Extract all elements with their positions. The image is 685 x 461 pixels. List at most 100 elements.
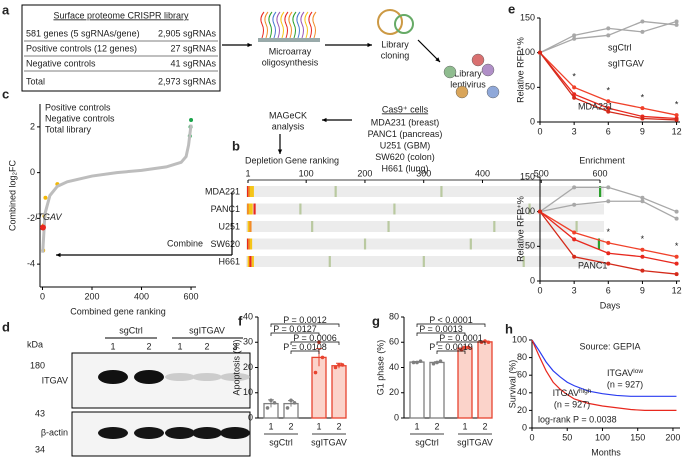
rank-hit (422, 256, 425, 267)
y-tick-label: 100 (520, 47, 535, 57)
x-tick-label: 400 (134, 291, 149, 301)
oligo (312, 11, 317, 39)
y-tick-label: 80 (389, 311, 399, 321)
point (640, 29, 645, 34)
p-value: P = 0.0001 (439, 333, 483, 343)
x-tick-label: 1 (316, 421, 321, 431)
legend-entry: Total library (45, 124, 92, 134)
rank-hit (247, 221, 250, 232)
rank-hit (493, 221, 496, 232)
rank-hit (387, 221, 390, 232)
replicate (415, 360, 419, 365)
panel-label: h (505, 321, 513, 336)
point (572, 230, 577, 235)
series-line (531, 339, 677, 397)
oligo (292, 11, 297, 39)
plasmid (394, 14, 414, 34)
y-tick-label: 60 (389, 337, 399, 347)
marker: 43 (35, 408, 45, 418)
band (134, 427, 164, 439)
workflow-step: Microarray (269, 46, 312, 56)
table-cell: 581 genes (5 sgRNAs/gene) (26, 28, 140, 38)
analysis: analysis (272, 121, 305, 131)
cell-line: SW620 (colon) (375, 152, 435, 162)
point (674, 261, 679, 266)
virus (443, 65, 457, 79)
x-tick-label: 6 (606, 285, 611, 295)
rank-tick-label: 300 (416, 168, 431, 178)
x-tick-label: 0 (537, 126, 542, 136)
rank-hit (311, 221, 314, 232)
y-tick-label: 60 (517, 370, 527, 380)
y-tick-label: 20 (389, 387, 399, 397)
rank-hit (522, 256, 525, 267)
table-cell: 2,905 sgRNAs (158, 28, 217, 38)
row-label: SW620 (210, 239, 240, 249)
rank-hit (393, 203, 396, 215)
x-tick-label: 0 (529, 432, 534, 442)
table-title: Surface proteome CRISPR library (53, 10, 189, 20)
rank-hit (248, 203, 251, 215)
y-tick-label: 0 (530, 275, 535, 285)
x-tick-label: 1 (462, 421, 467, 431)
marker: 34 (35, 444, 45, 454)
table-cell: 27 sgRNAs (170, 43, 216, 53)
cell-line: U251 (GBM) (380, 140, 431, 150)
virus (471, 53, 485, 67)
oligo (268, 11, 273, 39)
rank-hit (248, 186, 251, 197)
rank-hit (250, 203, 253, 215)
bracket (270, 323, 340, 327)
significance: * (675, 99, 679, 109)
point (538, 209, 542, 214)
rank-hit (328, 256, 331, 267)
rank-hit (575, 221, 578, 232)
row-label: H661 (218, 256, 240, 266)
x-tick-label: 6 (606, 126, 611, 136)
lane-label: 1 (110, 341, 115, 351)
p-value: P = 0.0019 (429, 342, 473, 352)
rank-row (246, 256, 604, 267)
band (165, 427, 195, 439)
band (192, 427, 222, 439)
point (572, 95, 577, 100)
y-tick-label: 40 (517, 387, 527, 397)
x-tick-label: 200 (84, 291, 99, 301)
plasmid (377, 9, 403, 35)
legend-entry: sgITGAV (608, 58, 644, 68)
band (192, 373, 222, 381)
point (640, 254, 645, 259)
array (258, 38, 320, 42)
panel-label: b (232, 138, 240, 153)
table-cell: 2,973 sgRNAs (158, 76, 217, 86)
p-value: P = 0.0012 (283, 315, 327, 325)
table-cell: 41 sgRNAs (170, 58, 216, 68)
replicate (337, 363, 341, 367)
workflow-step: Library (454, 68, 482, 78)
b-title: Gene ranking (285, 155, 339, 165)
group-label: sgCtrl (415, 437, 439, 447)
b-left: Depletion (245, 155, 283, 165)
y-tick-label: 100 (512, 334, 527, 344)
p-value: P < 0.0001 (429, 315, 473, 325)
point (674, 209, 679, 214)
group-label: sgCtrl (269, 437, 293, 447)
point (572, 33, 577, 38)
rank-row (246, 238, 604, 250)
y-tick-label: 40 (243, 311, 253, 321)
panel-label: c (2, 86, 9, 101)
y-tick-label: 20 (517, 405, 527, 415)
rank-hit (249, 186, 253, 197)
rank-hit (334, 186, 337, 197)
p-value: P = 0.0108 (283, 342, 327, 352)
point (674, 22, 679, 27)
point (572, 237, 577, 242)
x-tick-label: 2 (482, 421, 487, 431)
point (674, 113, 679, 118)
panel-label: a (2, 2, 10, 17)
rank-hit (597, 238, 601, 250)
oligo (288, 11, 293, 39)
rank-hit (528, 203, 531, 215)
rank-hit (469, 238, 472, 250)
arrow-head (277, 149, 283, 154)
